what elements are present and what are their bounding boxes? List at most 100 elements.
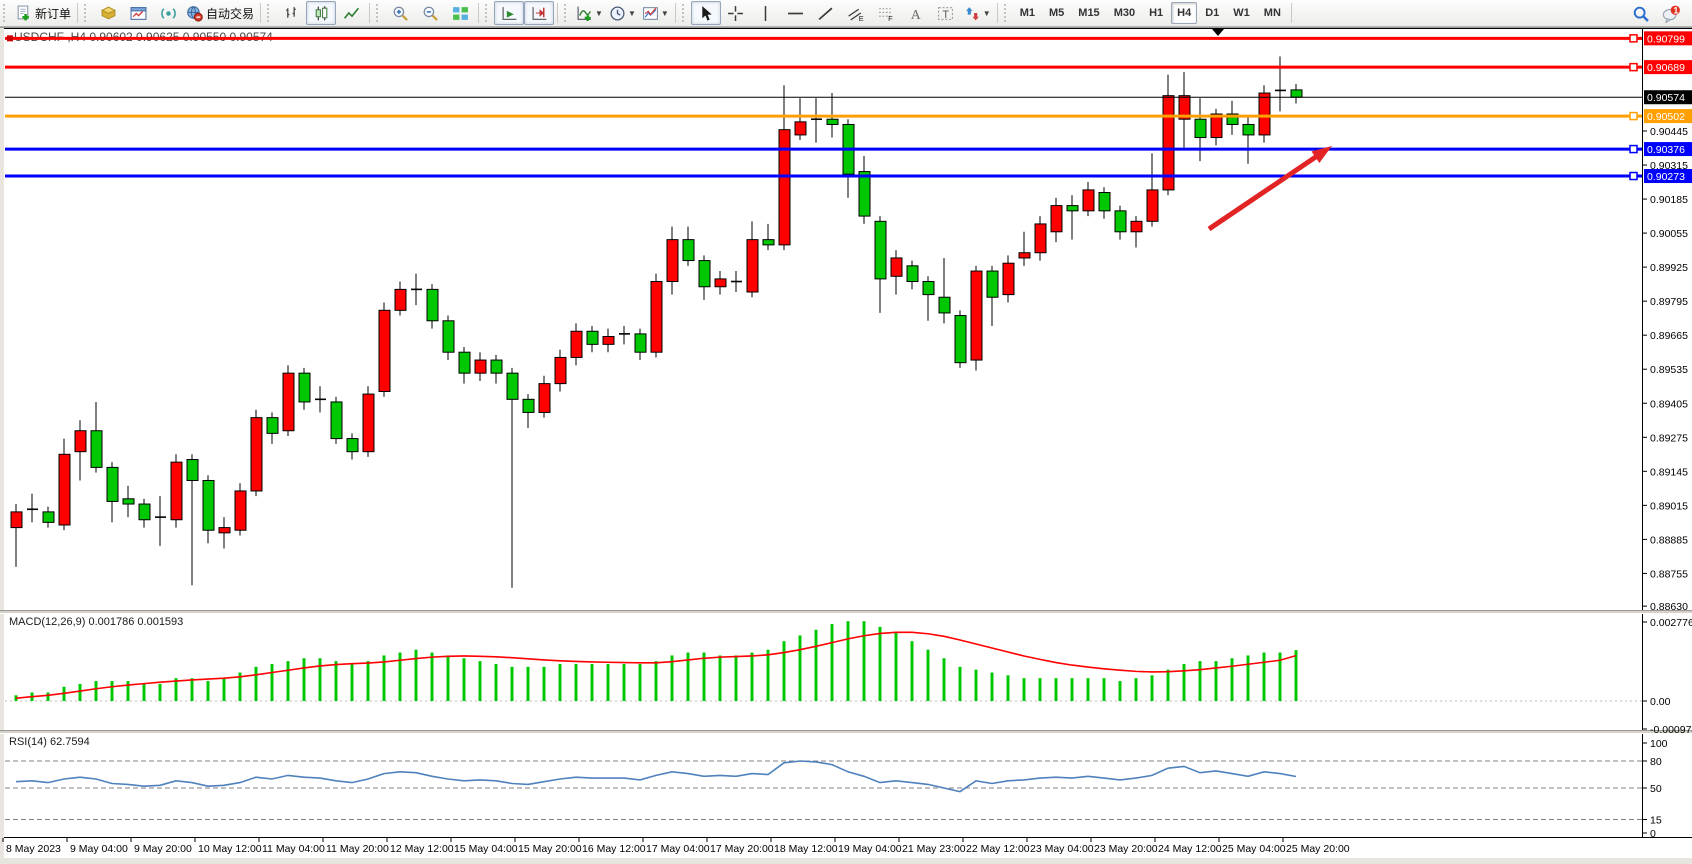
- candle: [442, 320, 455, 353]
- macd-histogram-bar: [126, 681, 130, 701]
- pane-splitter[interactable]: [0, 610, 1692, 614]
- tf-button-H1[interactable]: H1: [1149, 7, 1164, 19]
- macd-histogram-bar: [702, 652, 706, 701]
- chart-shift-marker[interactable]: [1212, 29, 1224, 36]
- auto-scroll-button[interactable]: [494, 1, 525, 25]
- tf-button-H4[interactable]: H4: [1171, 2, 1198, 24]
- toolbar-grip: [564, 4, 569, 22]
- macd-histogram-bar: [334, 661, 338, 701]
- signals-button[interactable]: [153, 1, 183, 25]
- tile-windows-button[interactable]: [445, 1, 475, 25]
- line-chart-button[interactable]: [336, 1, 366, 25]
- tf-button-M30[interactable]: M30: [1113, 7, 1136, 19]
- clock-icon: [609, 5, 626, 22]
- notifications-button[interactable]: 1: [1656, 2, 1686, 26]
- candle: [1242, 123, 1255, 136]
- candle: [266, 417, 279, 434]
- hline-handle[interactable]: [7, 35, 13, 42]
- macd-histogram-bar: [1150, 675, 1154, 701]
- tf-button-M15[interactable]: M15: [1078, 7, 1100, 19]
- tf-button-D1[interactable]: D1: [1205, 7, 1220, 19]
- hline-handle[interactable]: [1629, 144, 1638, 154]
- new-order-button[interactable]: 新订单: [12, 1, 74, 25]
- search-button[interactable]: [1626, 2, 1656, 26]
- candle: [1290, 89, 1303, 98]
- macd-histogram-bar: [1198, 661, 1202, 701]
- macd-histogram-bar: [382, 655, 386, 701]
- auto-trading-button[interactable]: 自动交易: [183, 1, 257, 25]
- price-tick-label: 0.90445: [1650, 126, 1688, 138]
- trendline-icon: [817, 5, 834, 22]
- tf-button-M1[interactable]: M1: [1019, 7, 1035, 19]
- candle: [122, 498, 135, 505]
- broadcast-icon: [160, 5, 177, 22]
- fibonacci-retracement-button[interactable]: F: [871, 1, 901, 25]
- macd-histogram-bar: [1102, 678, 1106, 701]
- candle: [954, 315, 967, 364]
- trend-arrow-head[interactable]: [1311, 146, 1332, 163]
- chevron-down-icon[interactable]: ▼: [595, 8, 603, 18]
- tf-button-M5[interactable]: M5: [1049, 7, 1065, 19]
- cube-icon: [100, 5, 117, 22]
- toolbar-separator: [77, 3, 79, 23]
- text-a-icon: A: [907, 5, 924, 22]
- time-label: 15 May 20:00: [518, 843, 582, 855]
- candle: [890, 257, 903, 277]
- vertical-line-button[interactable]: [751, 1, 781, 25]
- macd-histogram-bar: [1246, 655, 1250, 701]
- price-tag-bg: [1644, 31, 1692, 46]
- zoom-in-button[interactable]: [385, 1, 415, 25]
- macd-histogram-bar: [862, 621, 866, 701]
- price-tag-0.90574: 0.90574: [1647, 92, 1685, 104]
- bar-chart-button[interactable]: [276, 1, 306, 25]
- cursor-button[interactable]: [690, 1, 721, 25]
- macd-histogram-bar: [78, 683, 82, 701]
- chevron-down-icon[interactable]: ▼: [627, 8, 636, 18]
- candle: [234, 490, 247, 531]
- hline-handle[interactable]: [1629, 111, 1638, 121]
- cursor-icon: [697, 5, 714, 22]
- arrows-button[interactable]: ▼: [961, 1, 994, 25]
- zoom-out-button[interactable]: [415, 1, 445, 25]
- chart-window-button[interactable]: [123, 1, 153, 25]
- macd-histogram-bar: [270, 663, 274, 701]
- toolbar-grip: [681, 4, 687, 22]
- bar-chart-icon: [283, 5, 300, 22]
- text-button[interactable]: A: [901, 1, 931, 25]
- chart-shift-button[interactable]: [524, 1, 555, 25]
- time-label: 24 May 12:00: [1158, 843, 1222, 855]
- hline-handle[interactable]: [1629, 62, 1638, 72]
- templates-button[interactable]: ▼: [639, 1, 672, 25]
- time-label: 15 May 04:00: [454, 843, 518, 855]
- candle: [938, 296, 951, 314]
- candle: [90, 430, 103, 468]
- auto-scroll-icon: [501, 5, 518, 22]
- equidistant-channel-button[interactable]: E: [841, 1, 871, 25]
- horizontal-line-button[interactable]: [781, 1, 811, 25]
- price-tick-label: 0.89925: [1650, 262, 1688, 274]
- macd-histogram-bar: [990, 672, 994, 701]
- candle: [650, 281, 663, 353]
- crosshair-button[interactable]: [721, 1, 751, 25]
- market-watch-button[interactable]: [93, 1, 123, 25]
- hline-handle[interactable]: [1629, 171, 1638, 181]
- tf-button-W1[interactable]: W1: [1233, 7, 1250, 19]
- chevron-down-icon[interactable]: ▼: [982, 8, 991, 18]
- chevron-down-icon[interactable]: ▼: [660, 8, 669, 18]
- hline-handle[interactable]: [1629, 34, 1638, 43]
- price-tick-label: 0.88755: [1650, 568, 1688, 580]
- candle: [986, 270, 999, 298]
- candlestick-chart-button[interactable]: [306, 1, 337, 25]
- candle: [74, 430, 87, 453]
- macd-histogram-bar: [1166, 669, 1170, 701]
- indicators-list-button[interactable]: ▼: [573, 1, 606, 25]
- macd-histogram-bar: [1134, 678, 1138, 701]
- pane-splitter[interactable]: [0, 730, 1692, 734]
- toolbar-separator: [557, 3, 559, 23]
- tf-button-MN[interactable]: MN: [1263, 7, 1281, 19]
- periods-button[interactable]: ▼: [606, 1, 639, 25]
- trendline-button[interactable]: [811, 1, 841, 25]
- text-label-button[interactable]: T: [931, 1, 961, 25]
- trend-arrow[interactable]: [1207, 149, 1326, 232]
